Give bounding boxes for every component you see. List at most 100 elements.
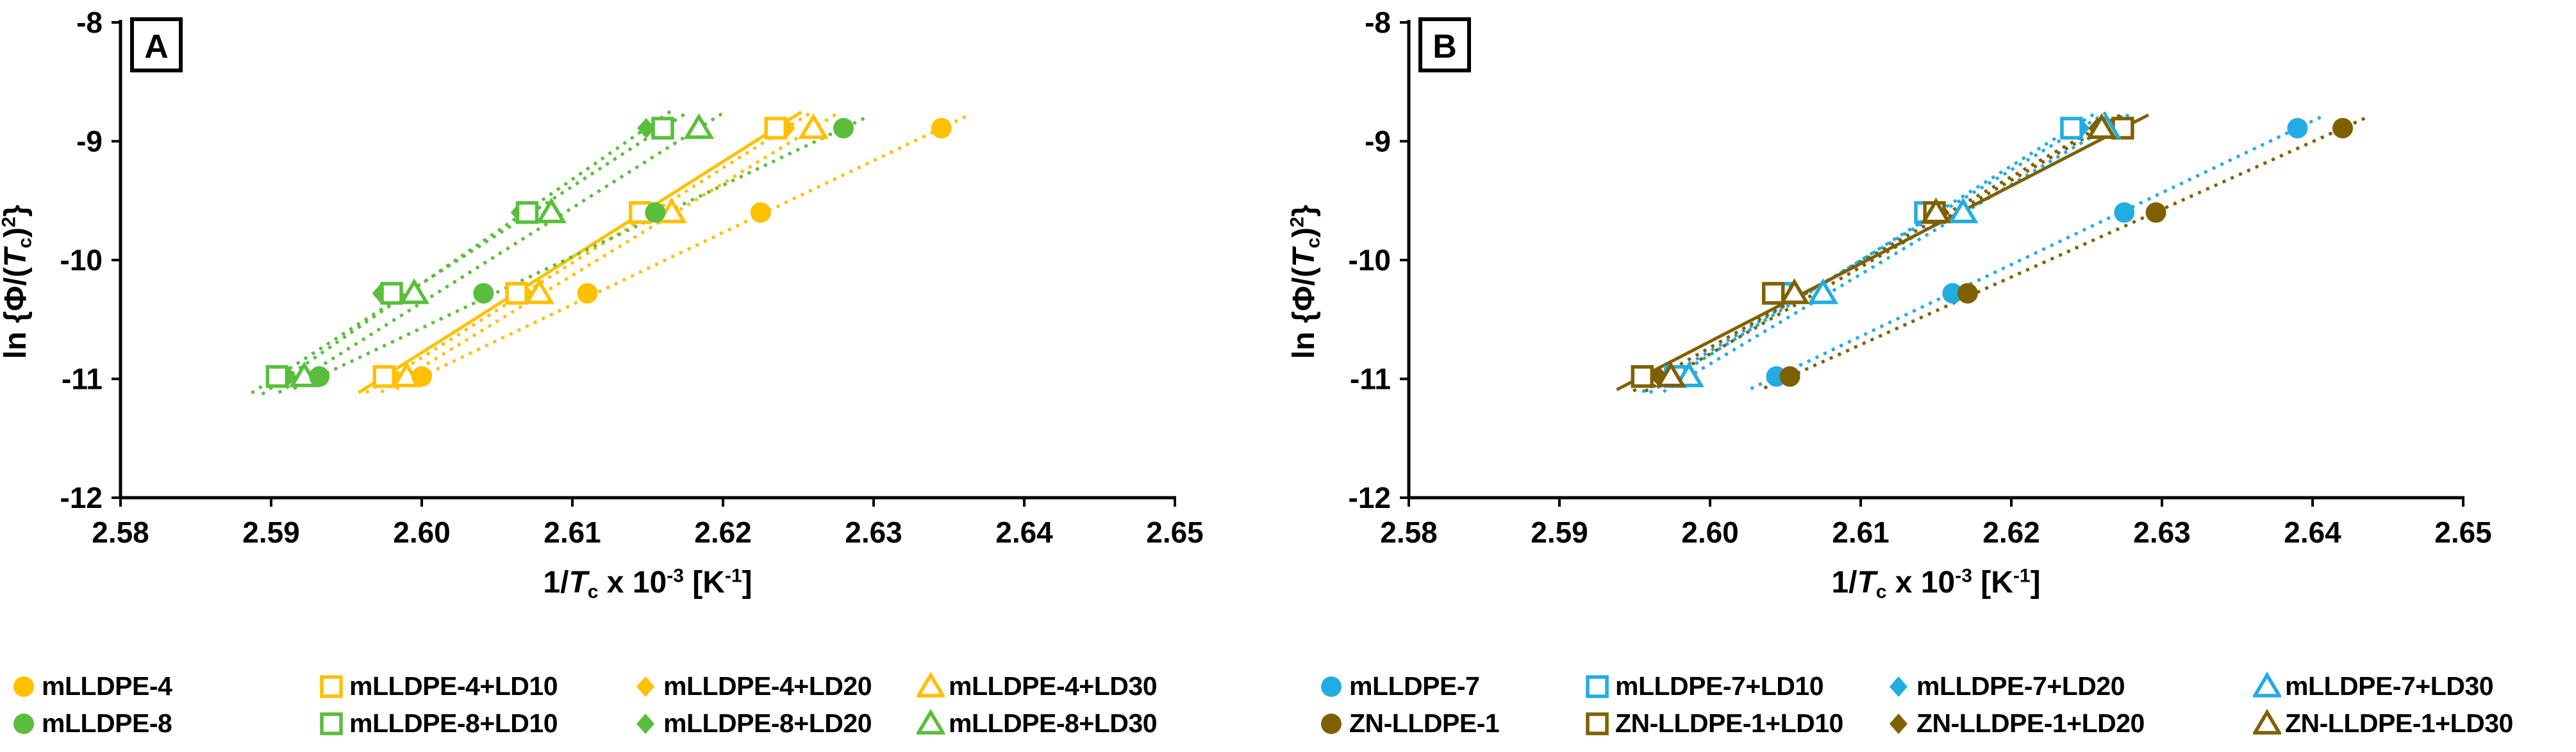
trendline-mLLDPE-8+LD30 [278, 110, 726, 395]
triangle-marker-icon [917, 708, 945, 735]
panel-label-box [1418, 17, 1471, 72]
triangle-marker-mLLDPE-8+LD30 [683, 113, 715, 139]
triangle-marker-mLLDPE-4+LD30 [798, 113, 829, 139]
square-marker-icon [320, 712, 343, 735]
square-marker-icon [320, 712, 343, 735]
legend-item-mLLDPE-4+LD30: mLLDPE-4+LD30 [917, 671, 1158, 701]
trendline-ZN-LLDPE-1+LD20 [1632, 112, 2124, 393]
legend-item-ZN-LLDPE-1+LD20: ZN-LLDPE-1+LD20 [1884, 708, 2145, 738]
circle-marker-mLLDPE-4 [411, 366, 432, 387]
circle-marker-ZN-LLDPE-1 [2332, 118, 2353, 139]
y-axis-title: ln {Φ/(Tc)2} [0, 205, 36, 359]
triangle-marker-icon [917, 671, 945, 698]
legend-label: mLLDPE-7+LD10 [1615, 671, 1824, 701]
circle-marker-icon [13, 676, 34, 697]
x-tick-label: 2.61 [1832, 516, 1890, 549]
trendline-ZN-LLDPE-1+LD30 [1644, 111, 2129, 393]
x-axis-title: 1/Tc x 10-3 [K-1] [543, 566, 752, 603]
x-tick-label: 2.63 [2133, 516, 2191, 549]
circle-marker-icon [1321, 676, 1342, 697]
triangle-marker-ZN-LLDPE-1+LD30 [1779, 278, 1810, 304]
trendline-mLLDPE-4 [395, 114, 968, 391]
y-tick-label: -12 [1349, 481, 1391, 514]
legend-label: ZN-LLDPE-1+LD10 [1615, 708, 1843, 738]
circle-marker-mLLDPE-4 [750, 202, 771, 223]
legend-label: ZN-LLDPE-1+LD30 [2285, 708, 2513, 738]
x-tick-label: 2.61 [544, 516, 601, 549]
trendline-mLLDPE-7+LD20 [1641, 111, 2107, 393]
x-tick-label: 2.64 [2284, 516, 2341, 549]
triangle-marker-ZN-LLDPE-1+LD30 [1656, 361, 1686, 388]
circle-marker-mLLDPE-7 [2287, 118, 2308, 139]
triangle-marker-mLLDPE-7+LD30 [1807, 278, 1839, 304]
trendline-mLLDPE-8+LD10 [251, 110, 690, 395]
chart-panel-a: 2.58 2.59 2.60 2.61 2.62 2.63 2.64 2.65 -8 -9 -10 -… [0, 6, 1204, 603]
square-marker-mLLDPE-4+LD10 [764, 117, 787, 140]
legend-label: mLLDPE-8+LD20 [663, 708, 872, 738]
legend-item-mLLDPE-8: mLLDPE-8 [10, 708, 172, 738]
y-tick-label: -9 [1365, 125, 1391, 158]
legend-item-mLLDPE-4: mLLDPE-4 [10, 671, 172, 701]
legend-label: ZN-LLDPE-1 [1349, 708, 1500, 738]
square-marker-mLLDPE-8+LD10 [651, 117, 674, 140]
square-marker-mLLDPE-4+LD10 [505, 282, 528, 305]
triangle-marker-mLLDPE-8+LD30 [399, 278, 430, 304]
trendline-mLLDPE-4+LD20 [365, 110, 813, 395]
circle-marker-mLLDPE-4 [577, 282, 598, 304]
x-tick-label: 2.59 [1531, 516, 1588, 549]
triangle-marker-mLLDPE-7+LD30 [1947, 197, 1979, 224]
circle-marker-mLLDPE-8 [645, 202, 666, 223]
circle-marker-icon [1321, 676, 1342, 697]
circle-marker-mLLDPE-8 [473, 282, 494, 304]
diamond-marker-icon [636, 714, 654, 734]
square-marker-icon [320, 675, 343, 698]
y-tick-label: -10 [1349, 243, 1391, 277]
square-marker-icon [1586, 712, 1609, 735]
legend-item-ZN-LLDPE-1: ZN-LLDPE-1 [1317, 708, 1500, 738]
x-tick-label: 2.59 [242, 516, 300, 549]
circle-marker-mLLDPE-7 [1942, 282, 1963, 304]
diamond-marker-mLLDPE-8+LD20 [637, 118, 656, 139]
diamond-marker-icon [1890, 714, 1907, 734]
square-marker-ZN-LLDPE-1+LD10 [2111, 117, 2134, 140]
square-marker-mLLDPE-8+LD10 [515, 201, 539, 224]
panel-label: A [144, 28, 169, 65]
circle-marker-icon [1321, 714, 1342, 734]
x-tick-label: 2.58 [1380, 516, 1438, 549]
legend-label: mLLDPE-4+LD30 [949, 671, 1158, 701]
legend-label: mLLDPE-8+LD30 [949, 708, 1158, 738]
square-marker-ZN-LLDPE-1+LD10 [1761, 282, 1785, 305]
legend-label: mLLDPE-8 [42, 708, 172, 738]
circle-marker-ZN-LLDPE-1 [1779, 366, 1800, 387]
x-tick-label: 2.58 [92, 516, 149, 549]
triangle-marker-mLLDPE-7+LD30 [1674, 361, 1704, 388]
trendline-mLLDPE-7+LD10 [1649, 110, 2098, 394]
y-tick-label: -10 [60, 243, 103, 277]
legend-item-ZN-LLDPE-1+LD30: ZN-LLDPE-1+LD30 [2253, 708, 2513, 738]
y-tick-label: -8 [76, 6, 103, 39]
circle-marker-icon [13, 714, 34, 734]
legend-item-mLLDPE-7+LD10: mLLDPE-7+LD10 [1583, 671, 1824, 701]
legend-item-mLLDPE-7+LD20: mLLDPE-7+LD20 [1884, 671, 2125, 701]
diamond-marker-icon [636, 676, 654, 697]
legend-label: mLLDPE-4+LD20 [663, 671, 872, 701]
legend-item-mLLDPE-7: mLLDPE-7 [1317, 671, 1480, 701]
legend-item-mLLDPE-7+LD30: mLLDPE-7+LD30 [2253, 671, 2494, 701]
diamond-marker-icon [1890, 676, 1907, 697]
chart-panel-b: 2.58 2.59 2.60 2.61 2.62 2.63 2.64 2.65 -8 -9 -10 -… [1288, 6, 2492, 603]
x-tick-label: 2.65 [1146, 516, 1204, 549]
triangle-marker-ZN-LLDPE-1+LD30 [1920, 197, 1952, 224]
y-tick-label: -11 [62, 363, 103, 396]
circle-marker-ZN-LLDPE-1 [2145, 202, 2166, 223]
diamond-marker-icon [1890, 714, 1907, 734]
square-marker-icon [1586, 712, 1609, 735]
diamond-marker-icon [636, 714, 654, 734]
triangle-marker-icon [2253, 671, 2281, 698]
legend-label: mLLDPE-7 [1349, 671, 1480, 701]
trendline-mLLDPE-7 [1750, 114, 2324, 391]
trendline-ZN-LLDPE-1+LD10 [1616, 113, 2149, 391]
y-tick-label: -9 [76, 125, 103, 158]
triangle-marker-icon [917, 671, 945, 698]
legend-item-mLLDPE-8+LD30: mLLDPE-8+LD30 [917, 708, 1158, 738]
x-tick-label: 2.62 [1982, 516, 2040, 549]
